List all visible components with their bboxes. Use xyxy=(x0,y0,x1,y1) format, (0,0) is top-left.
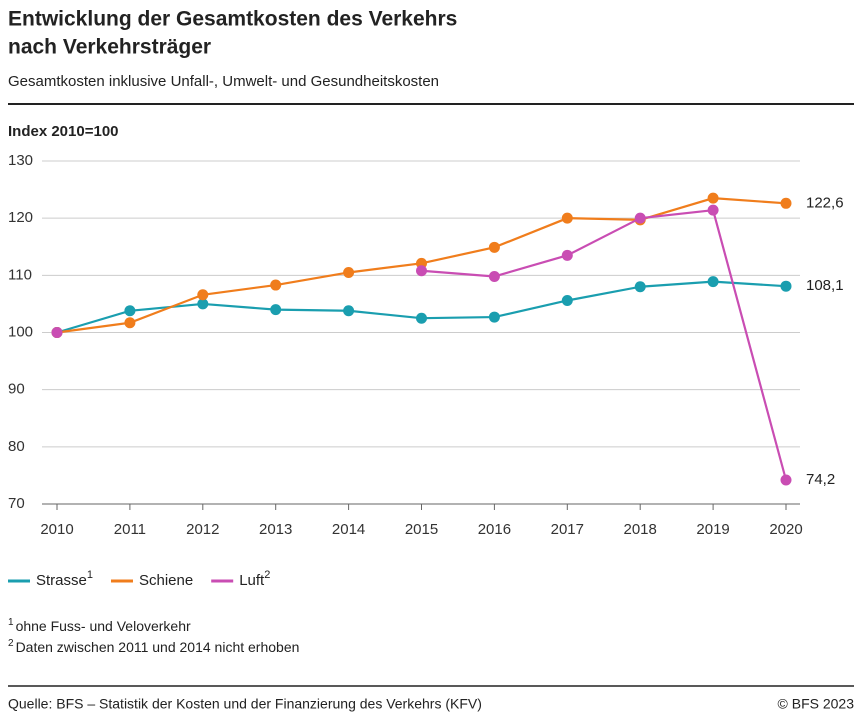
y-tick-label: 90 xyxy=(8,381,25,398)
marker xyxy=(343,305,355,317)
marker xyxy=(488,311,500,323)
marker xyxy=(707,276,719,288)
marker xyxy=(197,298,209,310)
y-tick-label: 100 xyxy=(8,323,33,340)
legend-entry: Luft2 xyxy=(239,569,270,589)
x-tick-label: 2011 xyxy=(114,521,146,538)
marker xyxy=(780,474,792,486)
marker xyxy=(270,279,282,291)
marker xyxy=(561,249,573,261)
marker xyxy=(197,289,209,301)
marker xyxy=(780,280,792,292)
value-label: 74,2 xyxy=(806,471,835,488)
marker xyxy=(707,192,719,204)
marker xyxy=(634,281,646,293)
chart-title: Entwicklung der Gesamtkosten des Verkehr… xyxy=(8,8,457,31)
line xyxy=(56,280,787,334)
x-tick-label: 2013 xyxy=(259,521,292,538)
marker xyxy=(270,304,282,316)
marker xyxy=(561,212,573,224)
line xyxy=(421,208,788,481)
value-label: 108,1 xyxy=(806,277,844,294)
y-tick-label: 120 xyxy=(8,209,33,226)
legend-entry: Strasse1 xyxy=(36,569,93,589)
y-axis-label: Index 2010=100 xyxy=(8,123,119,140)
x-tick-label: 2016 xyxy=(478,521,511,538)
copyright: © BFS 2023 xyxy=(778,696,855,712)
marker xyxy=(780,197,792,209)
marker xyxy=(416,312,427,324)
footnote-text: ohne Fuss- und Veloverkehr xyxy=(16,618,191,634)
y-tick-label: 130 xyxy=(8,152,33,169)
y-tick-label: 80 xyxy=(8,438,25,455)
legend-note: 2 xyxy=(264,569,270,581)
marker xyxy=(488,270,500,282)
legend-note: 1 xyxy=(87,569,93,581)
x-tick-label: 2015 xyxy=(405,521,438,538)
legend-entry: Schiene xyxy=(139,572,193,589)
x-tick-label: 2019 xyxy=(696,521,729,538)
y-tick-label: 110 xyxy=(8,266,32,283)
chart-subtitle: Gesamtkosten inklusive Unfall-, Umwelt- … xyxy=(8,73,439,90)
marker xyxy=(634,212,646,224)
legend-label: Strasse xyxy=(36,572,87,589)
marker xyxy=(51,327,63,338)
x-tick-label: 2018 xyxy=(624,521,657,538)
legend-label: Schiene xyxy=(139,572,193,589)
x-tick-label: 2020 xyxy=(769,521,802,538)
marker xyxy=(124,317,136,329)
footnote-text: Daten zwischen 2011 und 2014 nicht erhob… xyxy=(16,639,300,655)
footnote: 1 ohne Fuss- und Veloverkehr xyxy=(8,617,191,634)
x-tick-label: 2012 xyxy=(186,521,219,538)
marker xyxy=(343,266,355,278)
chart-title: nach Verkehrsträger xyxy=(8,36,211,59)
footnote-marker: 2 xyxy=(8,638,14,649)
marker xyxy=(416,265,427,277)
footnote: 2 Daten zwischen 2011 und 2014 nicht erho… xyxy=(8,638,299,655)
footnote-marker: 1 xyxy=(8,617,14,628)
x-tick-label: 2010 xyxy=(40,521,73,538)
x-tick-label: 2017 xyxy=(551,521,584,538)
marker xyxy=(124,305,136,317)
legend-label: Luft xyxy=(239,572,265,589)
x-tick-label: 2014 xyxy=(332,521,365,538)
marker xyxy=(488,241,500,253)
source: Quelle: BFS – Statistik der Kosten und d… xyxy=(8,696,482,712)
y-tick-label: 70 xyxy=(8,495,25,512)
marker xyxy=(561,294,573,306)
value-label: 122,6 xyxy=(806,194,844,211)
marker xyxy=(707,204,719,216)
